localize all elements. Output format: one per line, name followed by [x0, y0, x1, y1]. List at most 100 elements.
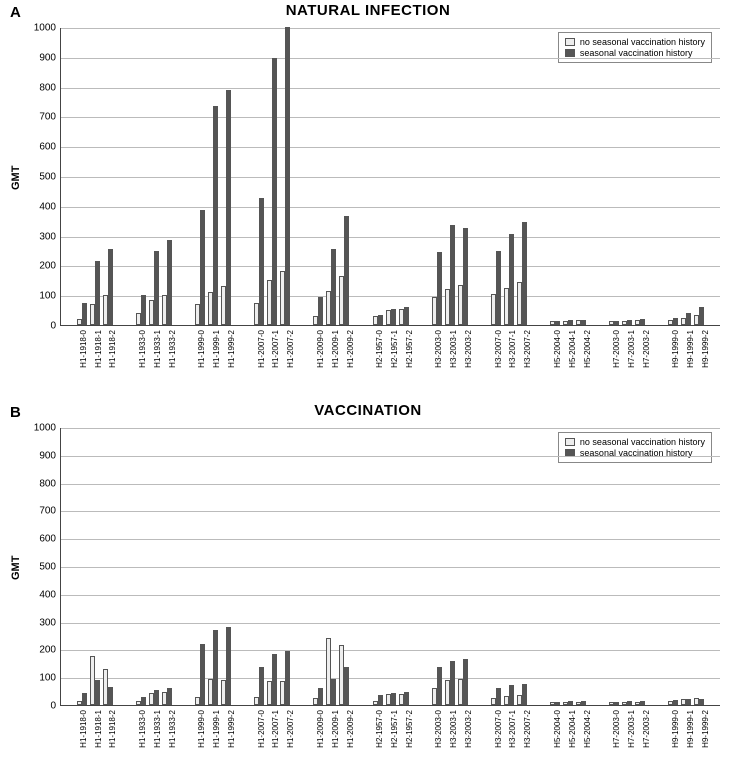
ytick-label: 500	[39, 562, 56, 573]
bar-series-b	[141, 697, 146, 705]
bar-series-b	[378, 695, 383, 705]
xtick-label: H1-2007-1	[271, 710, 280, 748]
xtick-group: H1-2009-0H1-2009-1H1-2009-2	[301, 706, 360, 766]
chart-b-xaxis: H1-1918-0H1-1918-1H1-1918-2H1-1933-0H1-1…	[60, 706, 720, 766]
xtick-label: H3-2003-0	[434, 710, 443, 748]
xtick-label: H9-1999-1	[686, 330, 695, 368]
bar-series-b	[555, 321, 560, 325]
bar-group	[124, 240, 183, 325]
xtick-group: H3-2003-0H3-2003-1H3-2003-2	[420, 326, 479, 386]
panel-b: B VACCINATION GMT no seasonal vaccinatio…	[0, 400, 736, 777]
chart-a-title: NATURAL INFECTION	[0, 2, 736, 19]
xtick-label: H1-2007-2	[286, 710, 295, 748]
xtick-label: H3-2007-0	[494, 710, 503, 748]
chart-a-plot: no seasonal vaccination history seasonal…	[60, 28, 720, 326]
bar-series-b	[614, 702, 619, 705]
bar-group	[361, 692, 420, 705]
bar-group	[657, 698, 716, 705]
ytick-label: 300	[39, 617, 56, 628]
bar-series-b	[673, 318, 678, 325]
bar-series-b	[318, 297, 323, 325]
bar-group	[65, 249, 124, 325]
bar-series-b	[259, 667, 264, 705]
bar-series-b	[200, 644, 205, 705]
bar-series-b	[640, 319, 645, 325]
xtick-group: H9-1999-0H9-1999-1H9-1999-2	[657, 326, 716, 386]
xtick-group: H1-1933-0H1-1933-1H1-1933-2	[123, 326, 182, 386]
bar-group	[539, 701, 598, 705]
xtick-label: H3-2003-2	[464, 330, 473, 368]
bar-series-b	[686, 313, 691, 325]
bar-series-b	[95, 680, 100, 705]
bar-series-b	[627, 701, 632, 705]
chart-b-title: VACCINATION	[0, 402, 736, 419]
xtick-group: H3-2003-0H3-2003-1H3-2003-2	[420, 706, 479, 766]
bar-series-b	[285, 651, 290, 705]
xtick-label: H3-2007-2	[523, 330, 532, 368]
bar-group	[243, 27, 302, 325]
xtick-label: H1-2009-0	[316, 710, 325, 748]
bar-series-b	[108, 687, 113, 705]
xtick-label: H7-2003-1	[627, 330, 636, 368]
xtick-group: H5-2004-0H5-2004-1H5-2004-2	[538, 706, 597, 766]
xtick-group: H1-1933-0H1-1933-1H1-1933-2	[123, 706, 182, 766]
xtick-label: H3-2007-1	[508, 330, 517, 368]
bar-series-b	[568, 701, 573, 705]
bar-group	[361, 307, 420, 325]
bar-series-b	[272, 654, 277, 705]
bars-container	[61, 428, 720, 705]
xtick-label: H5-2004-2	[583, 710, 592, 748]
bar-series-b	[555, 702, 560, 705]
ytick-label: 300	[39, 231, 56, 242]
bar-group	[183, 90, 242, 325]
bar-group	[420, 225, 479, 325]
ytick-label: 0	[50, 321, 56, 332]
bar-series-b	[213, 630, 218, 705]
xtick-label: H2-1957-2	[405, 710, 414, 748]
bar-series-b	[450, 225, 455, 325]
bar-series-b	[200, 210, 205, 325]
xtick-group: H1-2007-0 H1-2007-1 H1-2007-2	[242, 706, 301, 766]
ytick-label: 700	[39, 506, 56, 517]
xtick-group: H1-2007-0H1-2007-1H1-2007-2	[242, 326, 301, 386]
chart-b-ylabel: GMT	[10, 556, 22, 580]
bar-group	[479, 222, 538, 325]
xtick-label: H2-1957-1	[390, 710, 399, 748]
ytick-label: 700	[39, 112, 56, 123]
xtick-label: H7-2003-2	[642, 330, 651, 368]
bar-series-b	[259, 198, 264, 325]
xtick-label: H2-1957-1	[390, 330, 399, 368]
xtick-group: H1-1918-0H1-1918-1H1-1918-2	[64, 706, 123, 766]
xtick-label: H1-1918-1	[94, 710, 103, 748]
xtick-label: H5-2004-2	[583, 330, 592, 368]
bar-series-b	[463, 228, 468, 325]
xtick-group: H7-2003-0H7-2003-1H7-2003-2	[597, 706, 656, 766]
bar-series-b	[272, 58, 277, 325]
ytick-label: 0	[50, 701, 56, 712]
bar-series-b	[699, 699, 704, 705]
xtick-label: H1-2007-0	[257, 710, 266, 748]
bar-series-b	[391, 693, 396, 706]
ytick-label: 900	[39, 52, 56, 63]
xtick-label: H5-2004-0	[553, 330, 562, 368]
ytick-label: 400	[39, 201, 56, 212]
bar-series-b	[141, 295, 146, 325]
xtick-label: H1-2009-2	[346, 330, 355, 368]
ytick-label: 800	[39, 478, 56, 489]
xtick-label: H1-1933-1	[153, 330, 162, 368]
xtick-label: H1-1933-2	[168, 710, 177, 748]
bar-series-b	[213, 106, 218, 325]
xtick-label: H2-1957-0	[375, 330, 384, 368]
xtick-label: H1-1918-0	[79, 330, 88, 368]
bar-group	[302, 638, 361, 705]
xtick-label: H9-1999-2	[701, 330, 710, 368]
bar-series-b	[167, 240, 172, 325]
xtick-label: H1-2009-1	[331, 710, 340, 748]
xtick-group: H1-1999-0H1-1999-1H1-1999-2	[183, 326, 242, 386]
bar-series-b	[450, 661, 455, 705]
xtick-group: H3-2007-0H3-2007-1H3-2007-2	[479, 326, 538, 386]
chart-b-plot: no seasonal vaccination history seasonal…	[60, 428, 720, 706]
bar-series-b	[627, 320, 632, 325]
xtick-group: H7-2003-0H7-2003-1H7-2003-2	[597, 326, 656, 386]
bar-group	[302, 216, 361, 325]
